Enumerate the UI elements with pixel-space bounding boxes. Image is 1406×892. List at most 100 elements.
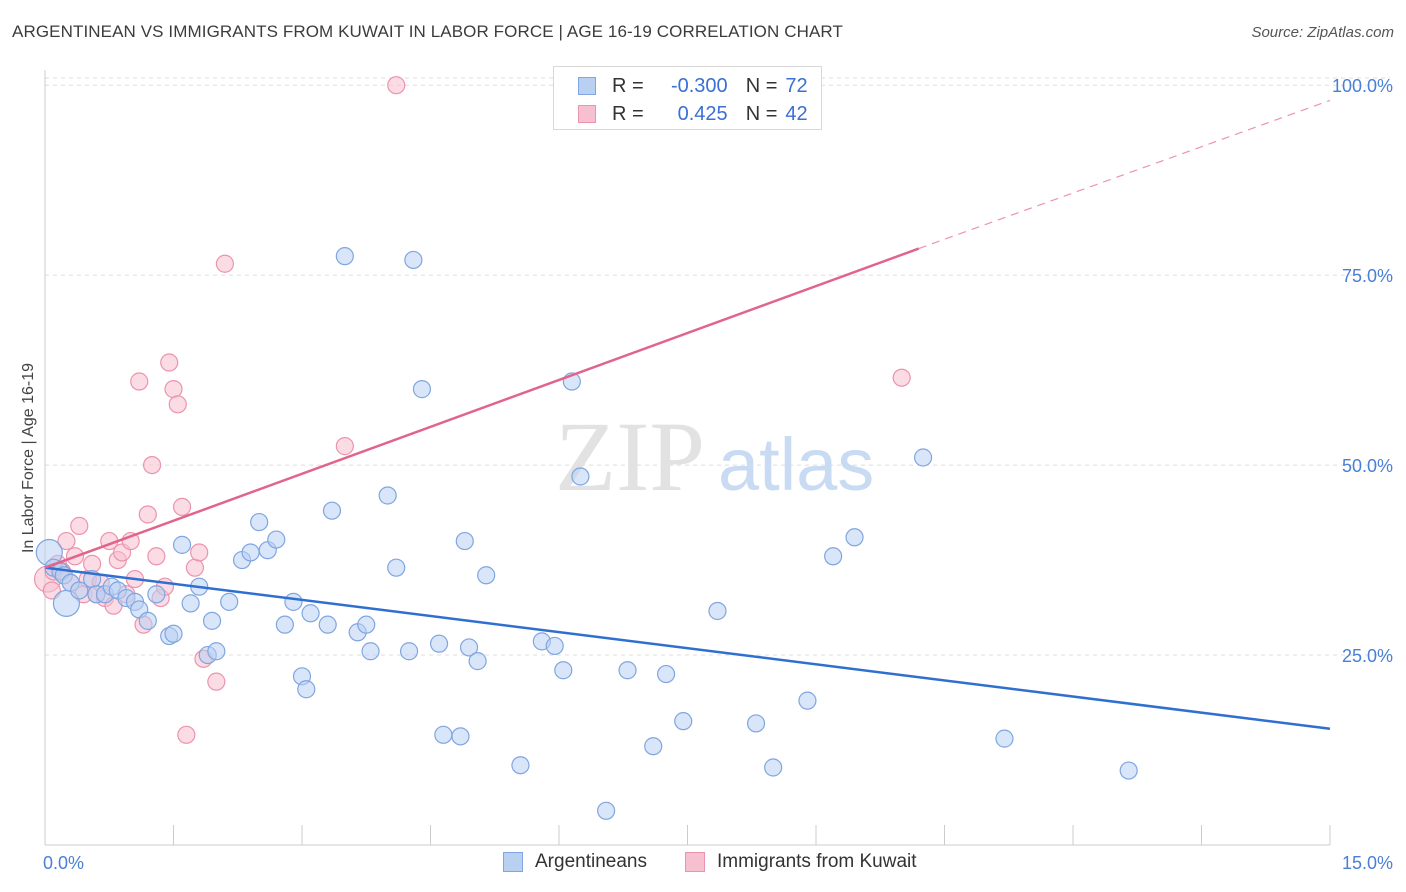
y-axis-label: In Labor Force | Age 16-19 — [20, 363, 37, 553]
argentineans-point — [1119, 761, 1138, 780]
argentineans-point — [275, 615, 294, 634]
x-tick-label: 15.0% — [1342, 853, 1393, 873]
argentineans-point — [468, 652, 487, 671]
argentineans-point — [284, 592, 303, 611]
argentineans-point — [322, 501, 342, 520]
series-argentineans-points — [35, 247, 1138, 820]
argentineans-point — [164, 624, 183, 643]
y-tick-label: 75.0% — [1342, 266, 1393, 286]
legend-n-label: N = — [745, 102, 778, 125]
legend-box: R = -0.300 N = 72 R = 0.425 N = 42 — [553, 66, 822, 130]
argentineans-point — [913, 448, 933, 467]
watermark: ZIP atlas — [555, 401, 874, 512]
argentineans-point — [746, 714, 766, 733]
legend-r-label: R = — [612, 74, 644, 97]
legend-n-value: 42 — [785, 102, 808, 125]
kuwait-point — [138, 505, 157, 524]
argentineans-point — [618, 661, 637, 680]
argentineans-point — [708, 601, 727, 621]
bottom-legend-kuwait: Immigrants from Kuwait — [684, 851, 917, 873]
argentineans-point — [459, 638, 479, 657]
argentineans-point — [147, 585, 166, 604]
grid-lines — [45, 77, 1390, 656]
kuwait-point — [387, 76, 406, 95]
argentineans-point — [764, 758, 783, 777]
bottom-legend: Argentineans Immigrants from Kuwait — [503, 851, 955, 873]
legend-n-value: 72 — [785, 74, 808, 97]
argentineans-point — [70, 581, 89, 600]
argentineans-point — [477, 566, 496, 585]
kuwait-point — [57, 531, 76, 551]
legend-r-value: -0.300 — [670, 74, 728, 97]
legend-row-argentineans: R = -0.300 N = 72 — [578, 71, 808, 101]
kuwait-point — [177, 725, 196, 744]
argentineans-point — [181, 594, 200, 613]
y-tick-label: 25.0% — [1342, 646, 1393, 666]
kuwait-point — [335, 437, 354, 456]
bottom-legend-argentineans: Argentineans — [503, 851, 647, 873]
kuwait-point — [892, 368, 911, 387]
argentineans-point — [798, 691, 817, 710]
argentineans-point — [656, 664, 676, 684]
watermark-atlas: atlas — [718, 423, 874, 506]
legend-row-kuwait: R = 0.425 N = 42 — [578, 99, 808, 129]
kuwait-point — [168, 395, 187, 414]
argentineans-point — [995, 729, 1014, 748]
argentineans-point — [220, 592, 239, 611]
y-axis-title: In Labor Force | Age 16-19 — [20, 363, 37, 553]
kuwait-point — [130, 372, 149, 391]
argentineans-point — [511, 756, 530, 775]
trend-line-argentineans — [44, 566, 1331, 730]
argentineans-point — [404, 250, 423, 270]
legend-swatch-blue — [578, 77, 596, 95]
argentineans-point — [172, 535, 192, 554]
argentineans-point — [412, 380, 432, 399]
kuwait-point — [185, 558, 205, 577]
argentineans-point — [378, 486, 397, 505]
kuwait-point — [83, 554, 102, 573]
argentineans-point — [434, 725, 453, 744]
argentineans-point — [399, 642, 419, 661]
trend-lines — [44, 99, 1331, 730]
axes — [44, 70, 1331, 846]
bottom-legend-label: Immigrants from Kuwait — [716, 851, 917, 872]
bottom-legend-swatch-blue — [503, 852, 523, 872]
argentineans-point — [674, 712, 693, 731]
kuwait-point — [164, 380, 183, 399]
kuwait-point — [190, 543, 209, 562]
legend-n-label: N = — [745, 74, 778, 97]
kuwait-point — [70, 516, 89, 535]
argentineans-point — [202, 611, 222, 630]
argentineans-point — [845, 528, 864, 547]
argentineans-point — [335, 247, 354, 266]
trend-line-kuwait — [44, 247, 920, 569]
bottom-legend-label: Argentineans — [535, 851, 647, 872]
argentineans-point — [644, 737, 663, 756]
legend-r-label: R = — [612, 102, 644, 125]
argentineans-point — [545, 636, 564, 656]
legend-r-value: 0.425 — [677, 102, 728, 125]
kuwait-point — [142, 455, 162, 475]
argentineans-point — [318, 615, 337, 634]
x-tick-label: 0.0% — [43, 853, 84, 873]
argentineans-point — [241, 543, 260, 562]
argentineans-point — [250, 512, 269, 532]
trend-line-kuwait-extension — [918, 99, 1331, 250]
kuwait-point — [160, 353, 179, 372]
argentineans-point — [571, 467, 590, 486]
argentineans-point — [824, 547, 843, 566]
y-tick-label: 100.0% — [1332, 76, 1393, 96]
argentineans-point — [451, 727, 470, 746]
kuwait-point — [207, 672, 226, 691]
argentineans-point — [357, 615, 376, 634]
watermark-zip: ZIP — [555, 401, 705, 512]
argentineans-point — [597, 801, 616, 820]
bottom-legend-swatch-pink — [684, 852, 705, 872]
argentineans-point — [429, 634, 449, 653]
argentineans-point — [138, 611, 157, 630]
argentineans-point — [207, 642, 226, 661]
argentineans-point — [361, 642, 380, 661]
argentineans-point — [455, 531, 474, 551]
chart-title: ARGENTINEAN VS IMMIGRANTS FROM KUWAIT IN… — [12, 22, 843, 41]
